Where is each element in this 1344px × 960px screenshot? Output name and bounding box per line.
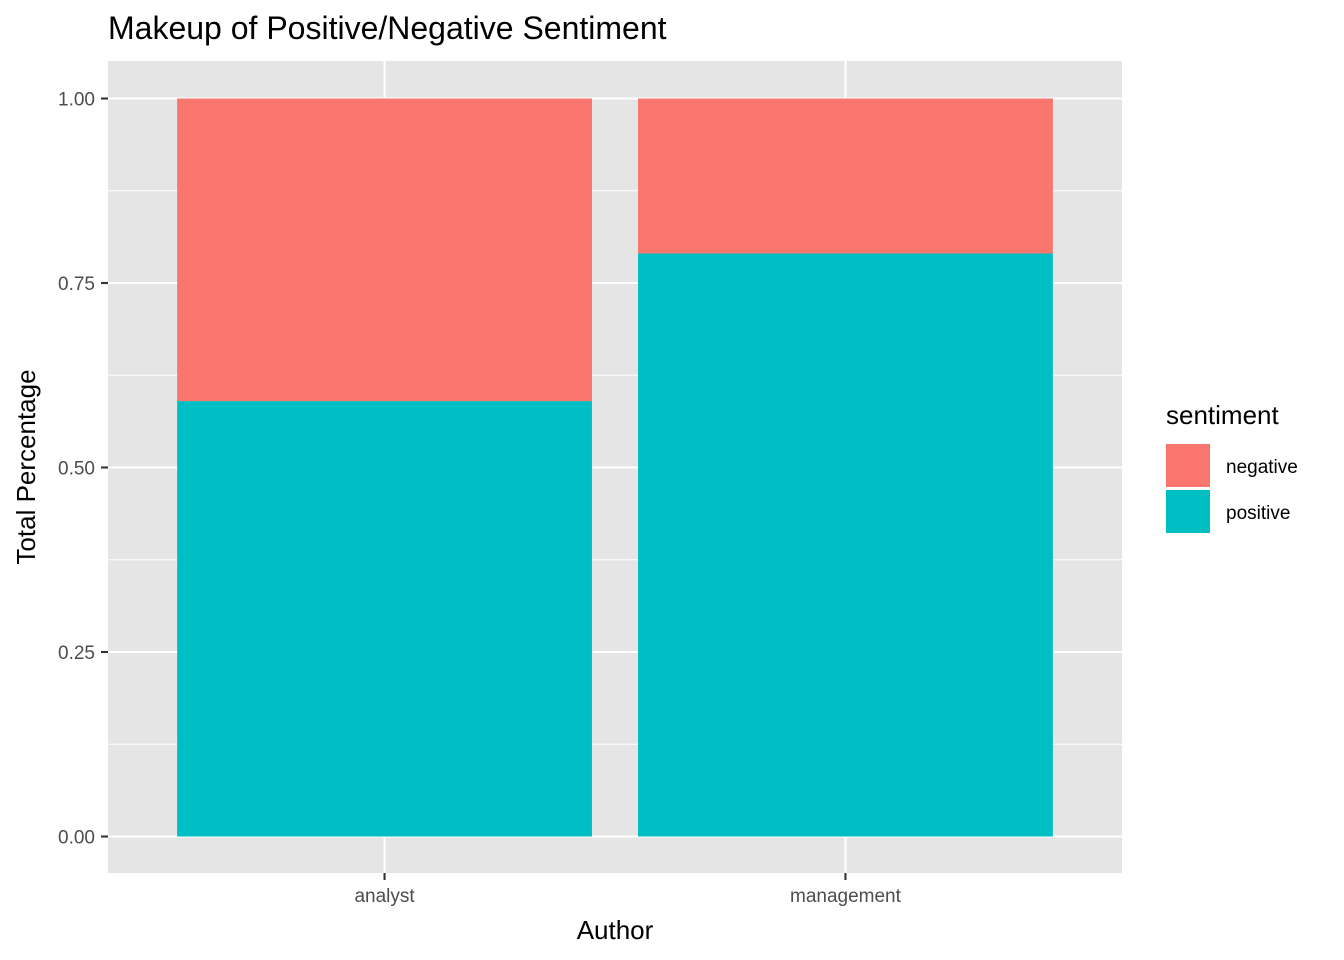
bar-positive-management (638, 253, 1053, 837)
x-tick-label: management (790, 886, 902, 907)
bar-negative-analyst (177, 98, 592, 402)
bar-negative-management (638, 98, 1053, 254)
y-tick-label: 1.00 (58, 90, 95, 111)
x-axis-title: Author (577, 915, 654, 945)
x-axis: analyst management (354, 873, 902, 907)
legend-label-negative: negative (1226, 457, 1298, 478)
x-tick-label: analyst (354, 886, 415, 907)
chart-title: Makeup of Positive/Negative Sentiment (108, 10, 667, 46)
legend-title: sentiment (1166, 400, 1279, 430)
y-tick-label: 0.00 (58, 828, 95, 849)
bars (177, 98, 1053, 837)
y-tick-label: 0.50 (58, 459, 95, 480)
bar-positive-analyst (177, 401, 592, 837)
y-tick-label: 0.25 (58, 643, 95, 664)
legend-label-positive: positive (1226, 503, 1290, 524)
y-axis-title: Total Percentage (11, 369, 41, 564)
legend-key-positive (1166, 490, 1210, 533)
legend: sentiment negative positive (1166, 400, 1298, 533)
y-axis: 0.00 0.25 0.50 0.75 1.00 (58, 90, 108, 849)
y-tick-label: 0.75 (58, 274, 95, 295)
legend-key-negative (1166, 444, 1210, 487)
